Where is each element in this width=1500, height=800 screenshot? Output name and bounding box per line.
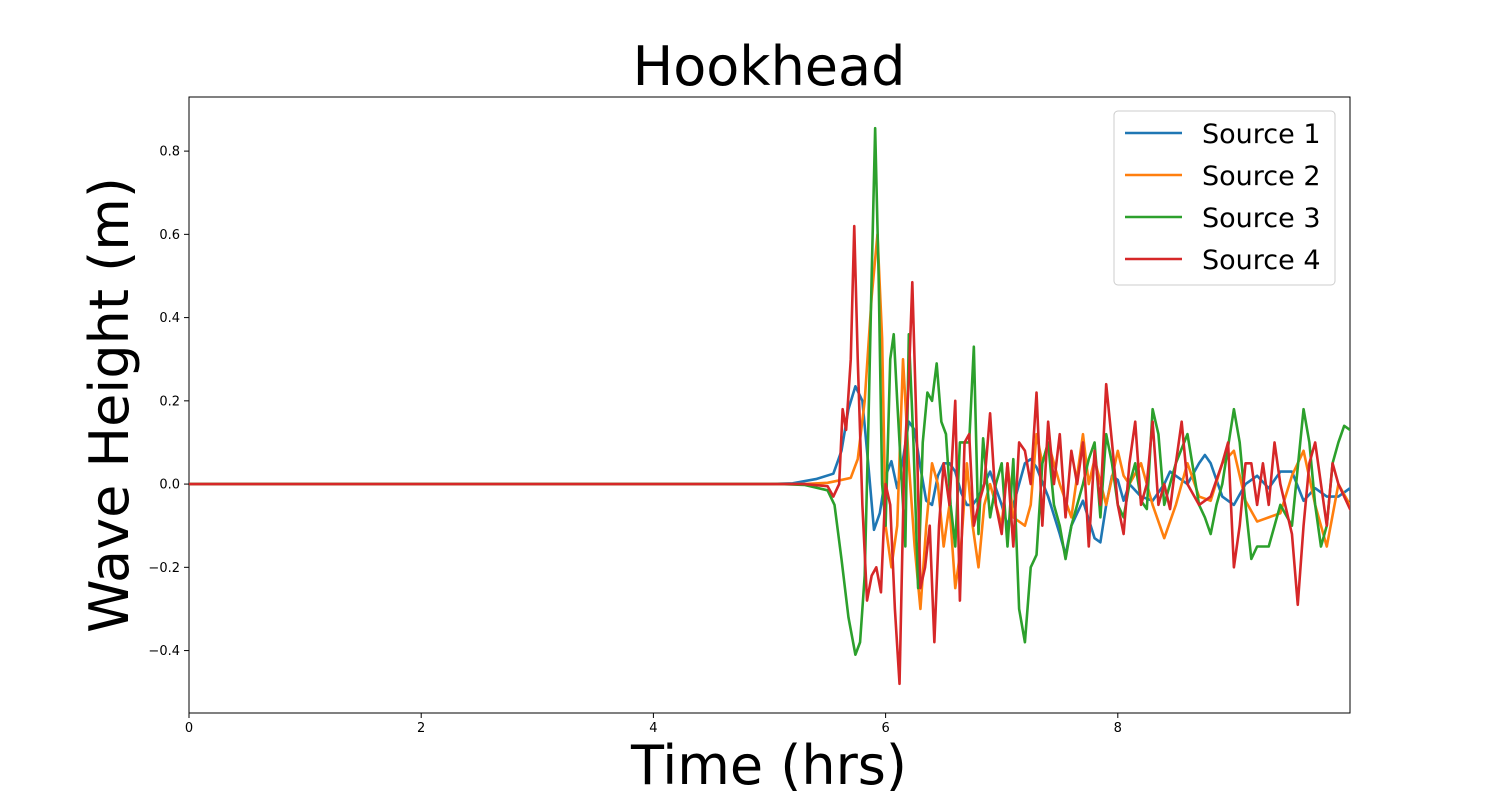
legend-label: Source 4	[1202, 245, 1321, 276]
y-axis: −0.4 −0.2 0.0 0.2 0.4 0.6 0.8	[148, 145, 189, 659]
y-tick-label: 0.4	[159, 311, 180, 326]
x-axis: 0 2 4 6 8	[185, 713, 1122, 736]
chart-title: Hookhead	[633, 35, 906, 98]
y-tick-label: 0.0	[159, 478, 180, 493]
x-tick-label: 6	[881, 721, 889, 736]
series-line-source-4	[189, 224, 1350, 686]
x-tick-label: 4	[649, 721, 657, 736]
x-tick-label: 2	[417, 721, 425, 736]
y-tick-label: −0.4	[148, 644, 180, 659]
y-tick-label: 0.6	[159, 228, 180, 243]
legend-label: Source 3	[1202, 203, 1321, 234]
y-axis-label: Wave Height (m)	[78, 177, 141, 633]
y-tick-label: 0.8	[159, 145, 180, 160]
series-line-source-3	[189, 126, 1350, 657]
x-tick-label: 0	[185, 721, 193, 736]
legend-label: Source 1	[1202, 119, 1321, 150]
legend-box	[1113, 110, 1336, 286]
series-layer	[189, 126, 1350, 686]
y-tick-label: 0.2	[159, 394, 180, 409]
y-tick-label: −0.2	[148, 561, 180, 576]
x-tick-label: 8	[1114, 721, 1122, 736]
x-axis-label: Time (hrs)	[630, 734, 907, 797]
legend: Source 1 Source 2 Source 3 Source 4	[1113, 110, 1336, 286]
legend-label: Source 2	[1202, 161, 1321, 192]
